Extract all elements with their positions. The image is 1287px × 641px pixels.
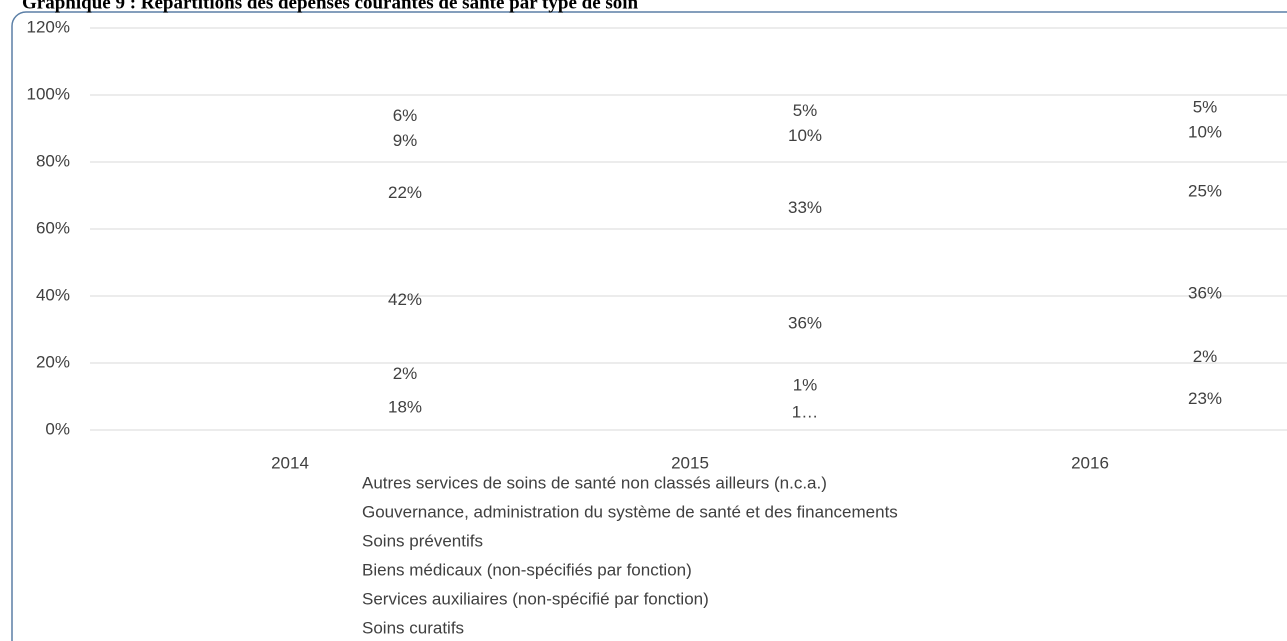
bar-segment: [170, 222, 410, 363]
bar-segment: [570, 112, 810, 146]
data-label: 2%: [393, 364, 418, 383]
data-label: 22%: [388, 183, 422, 202]
data-label: 10%: [1188, 123, 1222, 142]
bar-segment: [970, 108, 1210, 141]
data-label: 10%: [788, 126, 822, 145]
data-label: 33%: [788, 198, 822, 217]
data-label: 42%: [388, 290, 422, 309]
legend-label: Biens médicaux (non-spécifiés par foncti…: [362, 560, 692, 579]
bar-segment: [570, 95, 810, 112]
data-label: 5%: [1193, 98, 1218, 117]
data-label: 1%: [793, 376, 818, 395]
data-label: 1…: [792, 402, 818, 421]
y-tick-label: 40%: [36, 285, 70, 304]
y-tick-label: 100%: [27, 84, 70, 103]
data-label: 36%: [788, 314, 822, 333]
data-label: 25%: [1188, 181, 1222, 200]
bar-segment: [170, 149, 410, 223]
bar-segment: [570, 380, 810, 430]
legend-label: Soins préventifs: [362, 531, 483, 550]
data-label: 9%: [393, 131, 418, 150]
data-label: 18%: [388, 397, 422, 416]
bar-segment: [570, 256, 810, 377]
data-label: 2%: [1193, 347, 1218, 366]
y-tick-label: 80%: [36, 151, 70, 170]
bar-segment: [970, 142, 1210, 226]
data-label: 23%: [1188, 389, 1222, 408]
x-tick-label: 2014: [271, 453, 309, 472]
y-tick-label: 20%: [36, 352, 70, 371]
bar-segment: [570, 376, 810, 379]
chart-title: Graphique 9 : Répartitions des dépenses …: [22, 0, 639, 13]
legend-label: Soins curatifs: [362, 618, 464, 637]
bar-segment: [170, 118, 410, 148]
bar-segment: [970, 353, 1210, 430]
x-tick-label: 2016: [1071, 453, 1109, 472]
y-tick-label: 120%: [27, 17, 70, 36]
bar-segment: [970, 346, 1210, 353]
bar-segment: [970, 226, 1210, 347]
x-tick-label: 2015: [671, 453, 709, 472]
y-tick-label: 0%: [45, 419, 70, 438]
legend-label: Services auxiliaires (non-spécifié par f…: [362, 589, 709, 608]
bar-segment: [170, 363, 410, 370]
data-label: 36%: [1188, 283, 1222, 302]
data-label: 6%: [393, 106, 418, 125]
legend-label: Autres services de soins de santé non cl…: [362, 473, 827, 492]
bar-segment: [170, 370, 410, 430]
chart-frame: [11, 11, 1287, 641]
data-label: 5%: [793, 101, 818, 120]
legend-label: Gouvernance, administration du système d…: [362, 502, 898, 521]
bar-segment: [170, 98, 410, 118]
bar-segment: [970, 92, 1210, 109]
y-tick-label: 60%: [36, 218, 70, 237]
